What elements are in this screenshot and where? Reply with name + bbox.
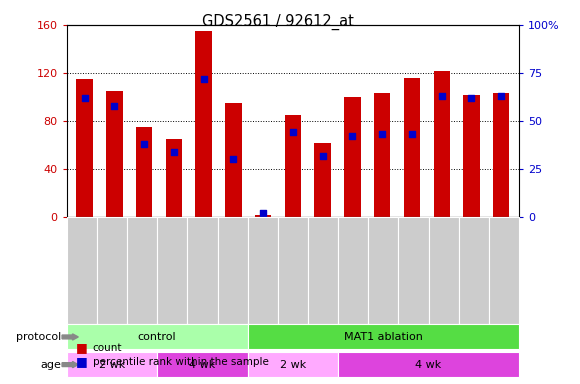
Bar bbox=[493, 93, 509, 217]
Bar bbox=[314, 142, 331, 217]
Bar bbox=[106, 91, 122, 217]
Text: GDS2561 / 92612_at: GDS2561 / 92612_at bbox=[202, 13, 354, 30]
Text: protocol: protocol bbox=[16, 332, 61, 342]
Text: 2 wk: 2 wk bbox=[99, 359, 125, 370]
Text: percentile rank within the sample: percentile rank within the sample bbox=[93, 357, 269, 367]
Text: count: count bbox=[93, 343, 122, 353]
Bar bbox=[374, 93, 390, 217]
Bar bbox=[225, 103, 241, 217]
Text: 4 wk: 4 wk bbox=[415, 359, 442, 370]
Point bbox=[139, 141, 148, 147]
Point bbox=[437, 93, 447, 99]
Text: ■: ■ bbox=[75, 355, 87, 368]
Point bbox=[199, 76, 208, 82]
Bar bbox=[166, 139, 182, 217]
Point bbox=[80, 95, 89, 101]
Text: ■: ■ bbox=[75, 341, 87, 354]
Bar bbox=[285, 115, 301, 217]
Text: 2 wk: 2 wk bbox=[280, 359, 306, 370]
Point bbox=[348, 133, 357, 139]
Point bbox=[496, 93, 506, 99]
Text: 4 wk: 4 wk bbox=[189, 359, 216, 370]
Point bbox=[259, 210, 268, 216]
Bar bbox=[255, 215, 271, 217]
Point bbox=[229, 156, 238, 162]
Bar bbox=[433, 71, 450, 217]
Bar bbox=[195, 31, 212, 217]
Bar bbox=[404, 78, 420, 217]
Text: control: control bbox=[138, 332, 176, 342]
Point bbox=[378, 131, 387, 137]
Point bbox=[169, 149, 179, 155]
Point bbox=[407, 131, 416, 137]
Bar bbox=[463, 94, 480, 217]
Bar bbox=[136, 127, 153, 217]
Text: MAT1 ablation: MAT1 ablation bbox=[344, 332, 423, 342]
Point bbox=[110, 103, 119, 109]
Point bbox=[288, 129, 298, 136]
Bar bbox=[345, 97, 361, 217]
Point bbox=[318, 152, 327, 159]
Bar bbox=[77, 79, 93, 217]
Point bbox=[467, 95, 476, 101]
Text: age: age bbox=[40, 359, 61, 370]
